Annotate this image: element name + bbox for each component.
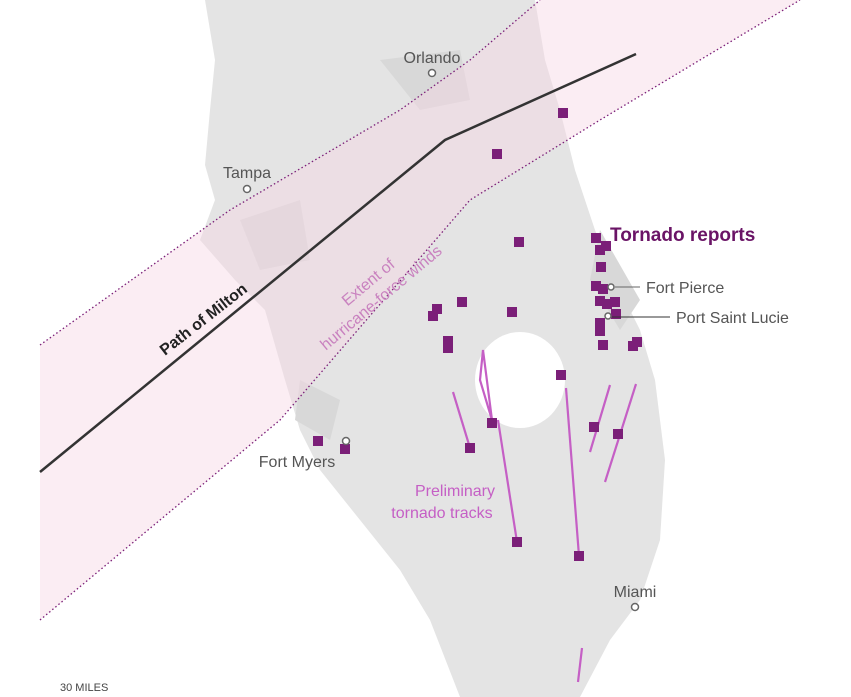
tornado-reports (313, 108, 642, 561)
report (457, 297, 467, 307)
storm-path (39, 52, 637, 473)
report (596, 262, 606, 272)
report (611, 309, 621, 319)
city-dot (242, 184, 252, 194)
tracks-label: tornado tracks (391, 505, 492, 522)
report (556, 370, 566, 380)
city-dot (630, 602, 640, 612)
city-dot (607, 283, 615, 291)
track (564, 387, 581, 557)
lake-okeechobee (475, 332, 565, 428)
city-label: Tampa (223, 165, 271, 182)
wind-extent (40, 0, 800, 620)
report (589, 422, 599, 432)
report (313, 436, 323, 446)
report (428, 311, 438, 321)
report (507, 307, 517, 317)
city-label: Fort Pierce (646, 280, 724, 297)
report (443, 343, 453, 353)
report (602, 299, 612, 309)
city-dot (604, 312, 612, 320)
report (443, 336, 453, 346)
track (478, 349, 494, 421)
track (451, 391, 472, 449)
report (340, 444, 350, 454)
report (512, 537, 522, 547)
city-dots (242, 68, 640, 612)
tracks-label: Preliminary (415, 483, 495, 500)
track (588, 384, 612, 453)
city-dot (427, 68, 437, 78)
report (591, 281, 601, 291)
report (598, 340, 608, 350)
report (574, 551, 584, 561)
report (558, 108, 568, 118)
track (496, 419, 519, 543)
report (591, 233, 601, 243)
report (601, 241, 611, 251)
report (610, 297, 620, 307)
report (613, 429, 623, 439)
scale-label: 30 MILES (60, 682, 108, 694)
tornado-tracks (451, 349, 638, 683)
report (595, 245, 605, 255)
report (432, 304, 442, 314)
city-label: Fort Myers (259, 454, 335, 471)
report (595, 318, 605, 328)
report (632, 337, 642, 347)
city-label: Port Saint Lucie (676, 310, 789, 327)
report (487, 418, 497, 428)
report (465, 443, 475, 453)
report (492, 149, 502, 159)
report (595, 326, 605, 336)
report (595, 296, 605, 306)
land (200, 0, 665, 697)
report (598, 284, 608, 294)
report (514, 237, 524, 247)
wind-edge (39, 0, 801, 621)
city-label: Orlando (404, 50, 461, 67)
city-label: Miami (614, 584, 657, 601)
city-dot (341, 436, 351, 446)
track (576, 647, 584, 683)
title: Tornado reports (610, 225, 755, 246)
